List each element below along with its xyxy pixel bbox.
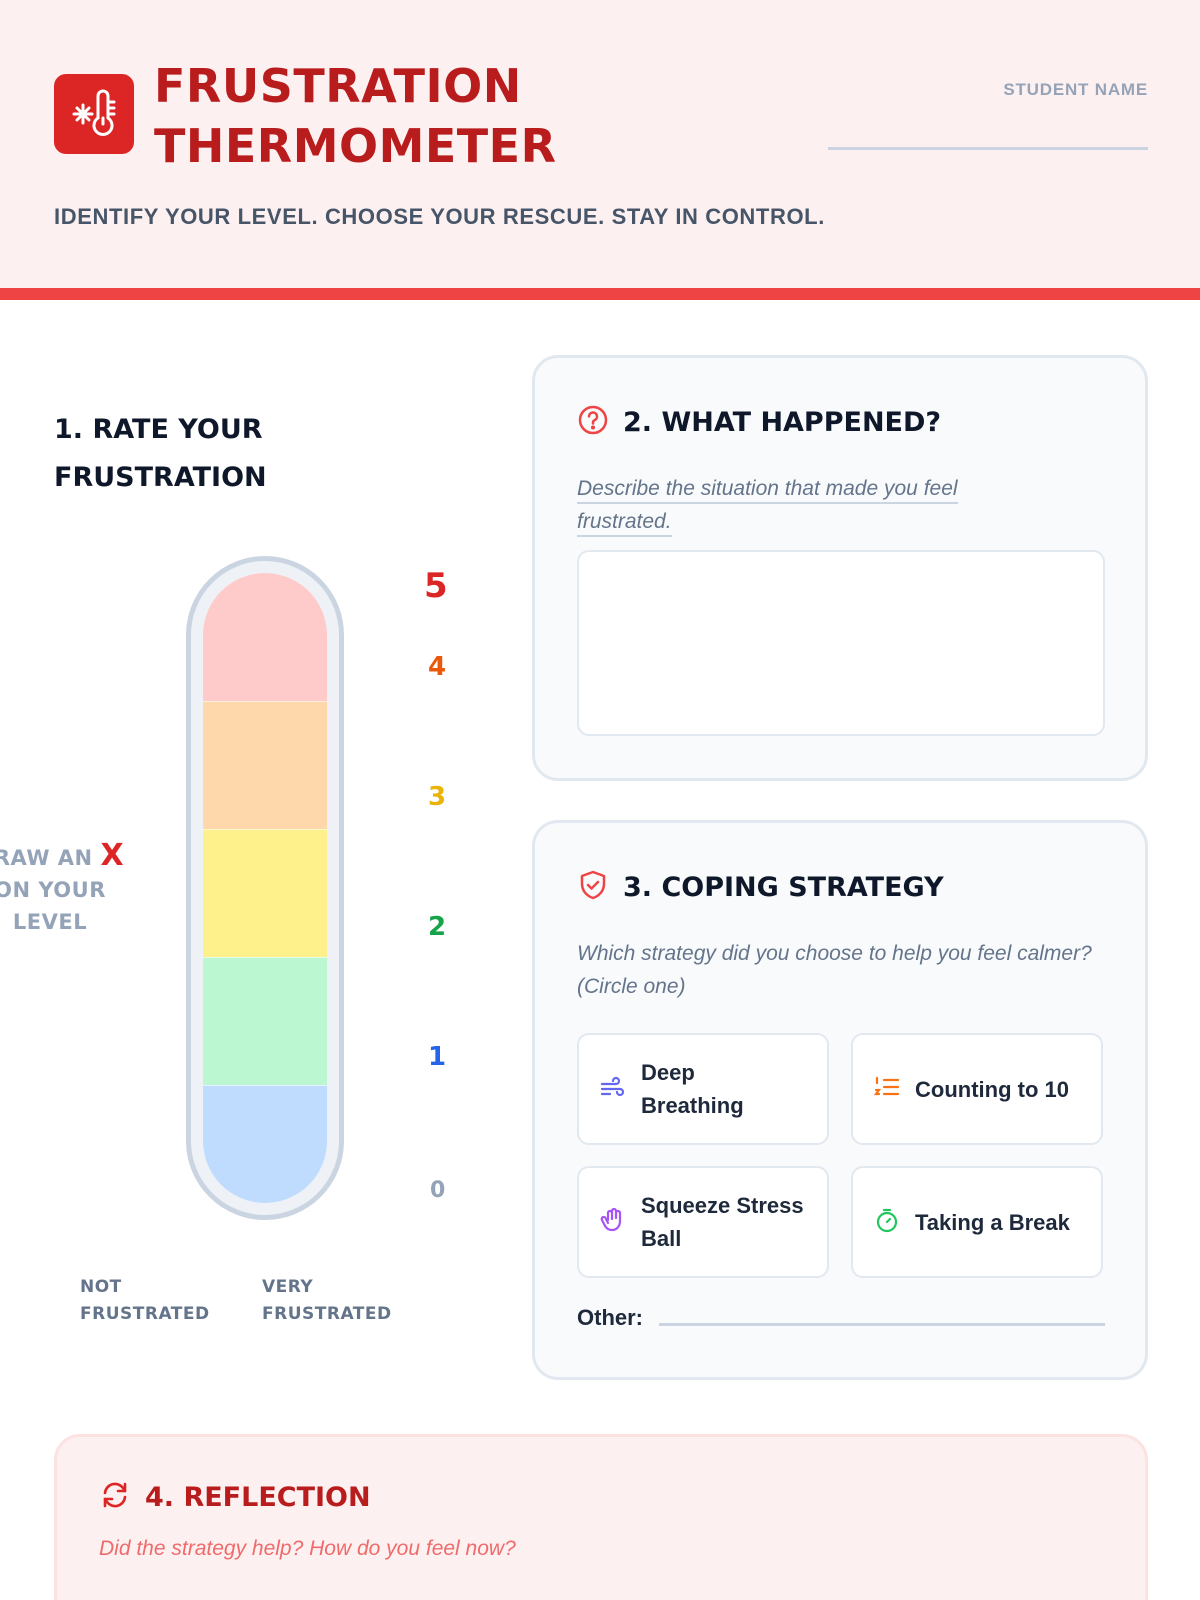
page-subtitle: IDENTIFY YOUR LEVEL. CHOOSE YOUR RESCUE.… (54, 204, 825, 229)
x-mark: X (100, 838, 125, 873)
option-label: Counting to 10 (915, 1076, 1069, 1102)
other-answer-field[interactable] (659, 1323, 1105, 1326)
draw-hint-line-2: ON YOUR (0, 878, 106, 902)
section-3-heading: 3. COPING STRATEGY (577, 869, 944, 906)
section-1-title: 1. RATE YOUR FRUSTRATION (54, 414, 267, 493)
timer-icon (873, 1206, 901, 1239)
section-2-prompt: Describe the situation that made you fee… (577, 472, 958, 538)
title-line-2: THERMOMETER (154, 119, 557, 173)
section-4-prompt: Did the strategy help? How do you feel n… (99, 1537, 516, 1560)
draw-hint-line-1: DRAW AN (0, 846, 93, 870)
section-3-prompt: Which strategy did you choose to help yo… (577, 942, 1092, 998)
section-4-title: 4. REFLECTION (145, 1482, 371, 1513)
scale-low-label: NOT FRUSTRATED (80, 1277, 210, 1324)
coping-strategy-card: 3. COPING STRATEGY Which strategy did yo… (532, 820, 1148, 1380)
level-segment-4[interactable] (203, 701, 327, 829)
title-line-1: FRUSTRATION (154, 59, 522, 113)
option-squeeze-stress-ball[interactable]: Squeeze Stress Ball (577, 1166, 829, 1278)
level-segment-2[interactable] (203, 957, 327, 1085)
page-title: FRUSTRATION THERMOMETER (154, 56, 754, 176)
draw-x-hint: DRAW AN X ON YOUR LEVEL (0, 840, 140, 938)
level-label-1: 1 (428, 1042, 447, 1072)
student-name-label: STUDENT NAME (1003, 80, 1148, 99)
question-circle-icon (577, 404, 609, 441)
option-taking-a-break[interactable]: Taking a Break (851, 1166, 1103, 1278)
numbered-list-icon (873, 1073, 901, 1106)
section-2-title: 2. WHAT HAPPENED? (623, 407, 942, 438)
wind-icon (599, 1073, 627, 1106)
scale-high-label: VERY FRUSTRATED (262, 1277, 392, 1324)
level-segment-1[interactable] (203, 1085, 327, 1203)
shield-check-icon (577, 869, 609, 906)
section-4-heading: 4. REFLECTION (99, 1479, 371, 1516)
what-happened-answer-box[interactable] (577, 550, 1105, 736)
reflection-card: 4. REFLECTION Did the strategy help? How… (54, 1434, 1148, 1600)
option-deep-breathing[interactable]: Deep Breathing (577, 1033, 829, 1145)
section-2-heading: 2. WHAT HAPPENED? (577, 404, 941, 441)
draw-hint-line-3: LEVEL (12, 910, 88, 934)
level-label-5: 5 (424, 566, 448, 606)
option-label: Deep Breathing (641, 1060, 744, 1118)
section-2-prompt-line-2: frustrated. (577, 510, 672, 537)
level-segment-5[interactable] (203, 573, 327, 701)
other-label: Other: (577, 1305, 643, 1330)
level-label-0: 0 (430, 1178, 446, 1203)
option-counting-to-10[interactable]: Counting to 10 (851, 1033, 1103, 1145)
thermometer[interactable] (186, 556, 344, 1220)
option-label: Squeeze Stress Ball (641, 1193, 804, 1251)
student-name-field[interactable] (828, 147, 1148, 150)
header: FRUSTRATION THERMOMETER STUDENT NAME IDE… (0, 0, 1200, 300)
level-label-2: 2 (428, 912, 447, 942)
thermometer-tube[interactable] (203, 573, 327, 1203)
level-label-3: 3 (428, 782, 447, 812)
section-2-prompt-line-1: Describe the situation that made you fee… (577, 477, 958, 504)
section-3-title: 3. COPING STRATEGY (623, 872, 944, 903)
level-segment-3[interactable] (203, 829, 327, 957)
hand-icon (599, 1206, 627, 1239)
header-accent-bar (0, 288, 1200, 300)
thermometer-snowflake-icon (54, 74, 134, 154)
option-label: Taking a Break (915, 1209, 1070, 1235)
level-label-4: 4 (428, 652, 447, 682)
what-happened-card: 2. WHAT HAPPENED? Describe the situation… (532, 355, 1148, 781)
refresh-icon (99, 1479, 131, 1516)
